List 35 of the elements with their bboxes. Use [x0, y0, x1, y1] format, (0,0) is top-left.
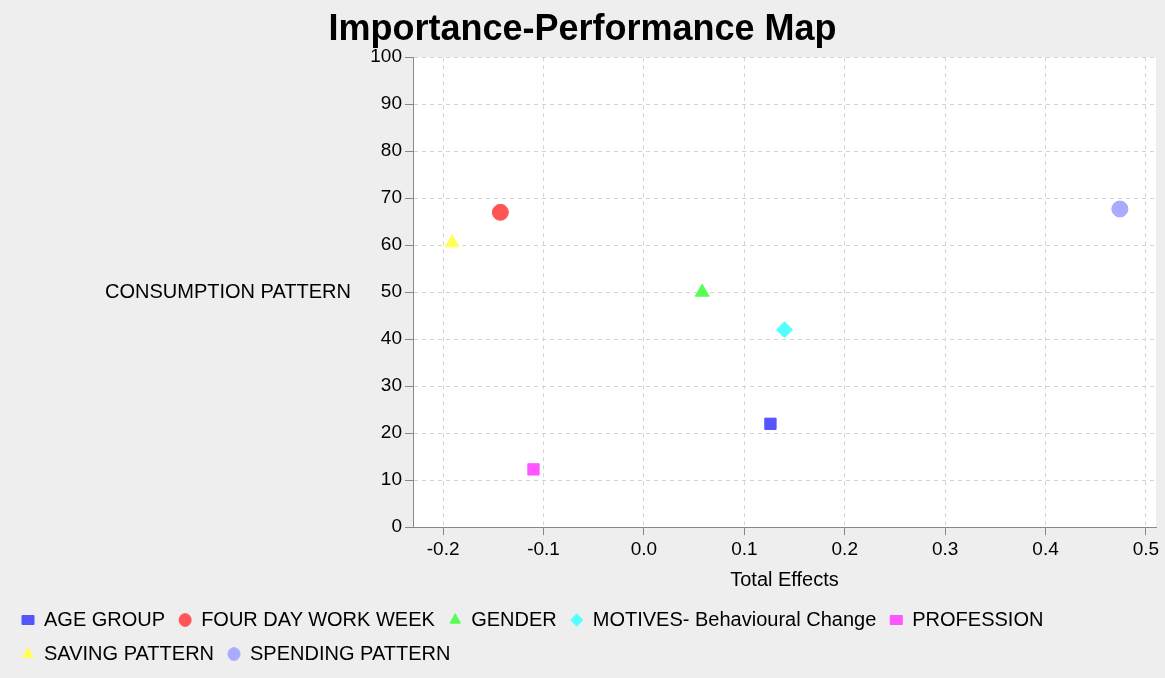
- legend-label: SPENDING PATTERN: [250, 641, 451, 664]
- x-tick-label: -0.2: [426, 537, 460, 559]
- y-tick-label: 70: [380, 186, 402, 208]
- point: [694, 283, 710, 297]
- x-tick-label: 0.3: [931, 537, 959, 559]
- point: [491, 203, 509, 221]
- point: [527, 463, 540, 476]
- x-tick-label: -0.1: [527, 537, 560, 559]
- y-tick-label: 0: [391, 515, 402, 537]
- legend-label: MOTIVES- Behavioural Change: [592, 607, 877, 630]
- y-tick-label: 80: [380, 139, 402, 161]
- y-axis-title: CONSUMPTION PATTERN: [105, 279, 351, 302]
- y-tick-label: 40: [380, 327, 402, 349]
- chart-title: Importance-Performance Map: [328, 6, 837, 48]
- y-tick-label: 10: [380, 468, 402, 490]
- point: [444, 234, 460, 248]
- point: [764, 417, 777, 430]
- x-tick-label: 0.0: [630, 537, 658, 559]
- x-tick-label: 0.5: [1132, 537, 1160, 559]
- y-tick-label: 30: [380, 374, 402, 396]
- y-tick-label: 60: [380, 233, 402, 255]
- point: [776, 321, 793, 339]
- y-tick-label: 20: [380, 421, 402, 443]
- x-tick-label: 0.4: [1032, 537, 1060, 559]
- x-axis-title: Total Effects: [730, 567, 839, 590]
- legend-label: SAVING PATTERN: [44, 641, 215, 664]
- legend-label: PROFESSION: [912, 607, 1044, 630]
- point: [1111, 200, 1129, 218]
- legend-label: GENDER: [471, 607, 557, 630]
- y-tick-label: 90: [380, 92, 402, 114]
- legend-label: FOUR DAY WORK WEEK: [201, 607, 436, 630]
- legend-label: AGE GROUP: [44, 607, 166, 630]
- x-tick-label: 0.2: [831, 537, 858, 559]
- x-tick-label: 0.1: [731, 537, 758, 559]
- y-tick-label: 50: [380, 280, 402, 302]
